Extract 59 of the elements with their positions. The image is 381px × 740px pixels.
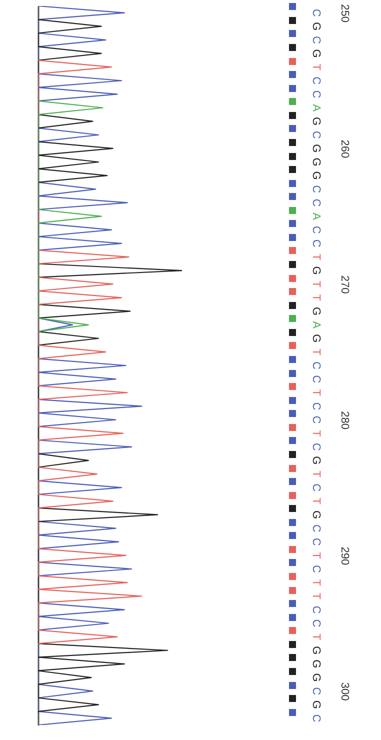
y-tick-label: 250 <box>338 4 350 22</box>
text: C <box>310 198 322 207</box>
y-tick-label: 260 <box>338 140 350 158</box>
text: G <box>310 144 322 153</box>
text: G <box>310 266 322 275</box>
text: C <box>310 524 322 532</box>
text: C <box>310 362 322 370</box>
text: T <box>310 280 322 288</box>
text: T <box>310 579 322 586</box>
text: G <box>310 456 322 465</box>
text: C <box>310 402 322 410</box>
text: C <box>310 8 322 17</box>
text: C <box>310 36 322 44</box>
text: G <box>310 171 322 180</box>
text: C <box>310 619 322 628</box>
text: C <box>310 76 322 85</box>
text: T <box>310 498 322 505</box>
text: C <box>310 185 322 194</box>
text: G <box>310 700 322 709</box>
text: T <box>310 633 322 640</box>
text: G <box>310 117 322 126</box>
text: G <box>310 306 322 316</box>
text: C <box>310 239 322 248</box>
text: C <box>310 442 322 451</box>
text: T <box>310 592 322 600</box>
y-tick-label: 270 <box>338 275 350 294</box>
text: G <box>310 158 322 166</box>
text: C <box>310 687 322 696</box>
text: G <box>310 510 322 520</box>
text: C <box>310 565 322 574</box>
text: G <box>310 49 322 58</box>
text: T <box>310 254 322 261</box>
text: T <box>310 294 322 302</box>
text: G <box>310 334 322 343</box>
text: G <box>310 22 322 31</box>
text: C <box>310 375 322 384</box>
text: C <box>310 130 322 139</box>
text: A <box>310 212 322 221</box>
text: T <box>310 348 322 356</box>
text: C <box>310 538 322 546</box>
text: A <box>310 321 322 330</box>
text: G <box>310 660 322 668</box>
text: T <box>310 470 322 478</box>
y-tick-label: 290 <box>338 546 350 566</box>
text: T <box>310 552 322 560</box>
y-tick-label: 280 <box>338 411 350 430</box>
text: A <box>310 104 322 112</box>
y-tick-label: 300 <box>338 682 350 701</box>
text: T <box>310 430 322 437</box>
text: G <box>310 646 322 655</box>
text: T <box>310 389 322 396</box>
text: C <box>310 606 322 614</box>
text: C <box>310 416 322 424</box>
text: G <box>310 673 322 682</box>
text: C <box>310 90 322 98</box>
text: C <box>310 714 322 722</box>
text: C <box>310 484 322 492</box>
text: T <box>310 64 322 71</box>
text: C <box>310 226 322 234</box>
